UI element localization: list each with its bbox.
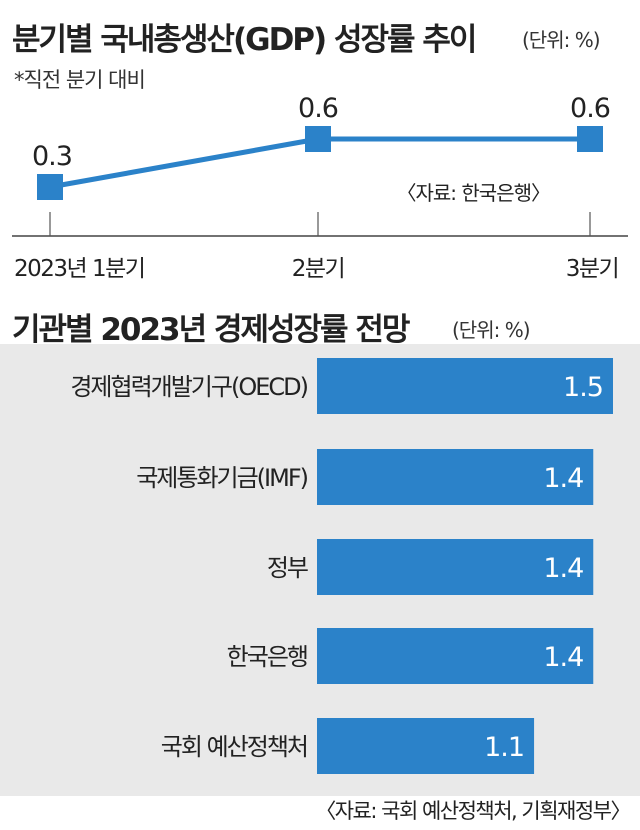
bar-1 [317, 449, 594, 505]
line-chart-unit: (단위: %) [522, 28, 601, 52]
bar-chart-title: 기관별 2023년 경제성장률 전망 [12, 312, 410, 348]
x-tick-label-1: 2분기 [292, 256, 344, 282]
gdp-point-1 [305, 126, 331, 152]
bar-category-label-1: 국제통화기금(IMF) [136, 464, 307, 492]
x-tick-label-2: 3분기 [566, 256, 618, 282]
bar-value-label-3: 1.4 [543, 642, 583, 673]
bar-0 [317, 358, 613, 414]
gdp-value-label-2: 0.6 [570, 93, 610, 124]
bar-category-label-2: 정부 [267, 554, 308, 582]
bar-category-label-3: 한국은행 [227, 643, 307, 671]
bar-value-label-4: 1.1 [484, 732, 524, 763]
gdp-point-0 [37, 174, 63, 200]
bar-value-label-2: 1.4 [543, 553, 583, 584]
bar-category-label-0: 경제협력개발기구(OECD) [70, 373, 307, 401]
bar-3 [317, 628, 594, 684]
gdp-point-2 [577, 126, 603, 152]
gdp-value-label-1: 0.6 [298, 93, 338, 124]
x-tick-label-0: 2023년 1분기 [14, 256, 144, 282]
line-chart-note: *직전 분기 대비 [14, 68, 146, 92]
bar-chart-unit: (단위: %) [452, 318, 531, 342]
line-chart-source: 〈자료: 한국은행〉 [397, 181, 551, 205]
bar-4 [317, 718, 535, 774]
line-chart-title: 분기별 국내총생산(GDP) 성장률 추이 [12, 22, 477, 58]
bar-value-label-1: 1.4 [543, 463, 583, 494]
bar-value-label-0: 1.5 [563, 372, 603, 403]
bar-chart-source: 〈자료: 국회 예산정책처, 기획재정부〉 [315, 799, 630, 823]
bar-2 [317, 539, 594, 595]
gdp-value-label-0: 0.3 [32, 141, 72, 172]
bar-category-label-4: 국회 예산정책처 [161, 733, 307, 761]
